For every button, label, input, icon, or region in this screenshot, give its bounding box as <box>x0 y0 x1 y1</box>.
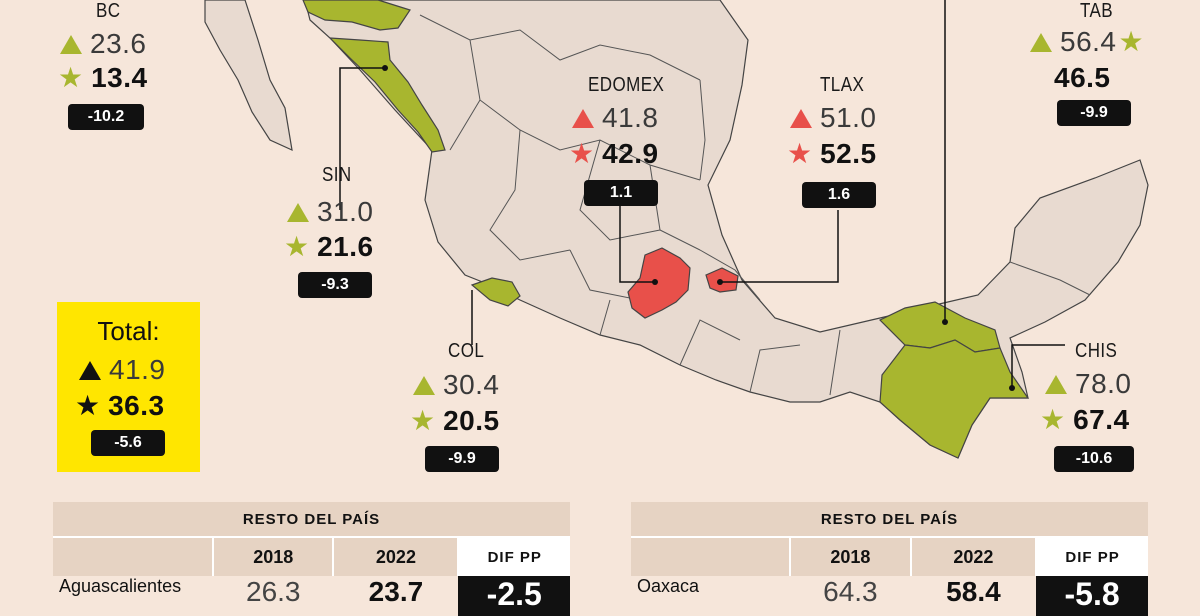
table-row-2018: 64.3 <box>823 576 878 607</box>
total-diff-badge: -5.6 <box>91 430 165 456</box>
table-header-2018: 2018 <box>790 537 912 576</box>
tlax-value-2022: 52.5 <box>820 138 877 169</box>
tlax-2018-row: 51.0 <box>790 102 877 134</box>
triangle-icon <box>287 202 309 222</box>
edomex-value-2018: 41.8 <box>602 102 659 133</box>
state-label-sin: SIN <box>322 164 352 186</box>
sin-2018-row: 31.0 <box>287 196 374 228</box>
col-2022-row: ★ 20.5 <box>410 405 500 437</box>
triangle-icon <box>1045 374 1067 394</box>
table-header-dif: DIF PP <box>458 537 570 576</box>
table-header-2022: 2022 <box>333 537 460 576</box>
rest-table-left: RESTO DEL PAÍS 2018 2022 DIF PP Aguascal… <box>53 502 570 616</box>
total-box: Total: 41.9 ★ 36.3 -5.6 <box>57 302 200 472</box>
star-icon: ★ <box>569 138 595 169</box>
star-icon: ★ <box>58 62 84 93</box>
state-label-tlax: TLAX <box>820 74 865 96</box>
table-row-diff: -5.8 <box>1036 576 1148 616</box>
sin-value-2018: 31.0 <box>317 196 374 227</box>
sin-2022-row: ★ 21.6 <box>284 231 374 263</box>
star-icon: ★ <box>787 138 813 169</box>
rest-table-right: RESTO DEL PAÍS 2018 2022 DIF PP Oaxaca 6… <box>631 502 1148 616</box>
total-2018-row: 41.9 <box>79 354 166 386</box>
table-title: RESTO DEL PAÍS <box>631 502 1148 538</box>
edomex-diff-badge: 1.1 <box>584 180 658 206</box>
star-icon: ★ <box>1040 404 1066 435</box>
bc-2018-row: 23.6 <box>60 28 147 60</box>
tlax-2022-row: ★ 52.5 <box>787 138 877 170</box>
state-label-tab: TAB <box>1080 0 1114 22</box>
table-header-2018: 2018 <box>213 537 335 576</box>
table-row-name: Oaxaca <box>637 576 700 596</box>
state-label-chis: CHIS <box>1075 340 1118 362</box>
star-icon: ★ <box>75 390 101 421</box>
star-icon: ★ <box>410 405 436 436</box>
chis-value-2018: 78.0 <box>1075 368 1132 399</box>
table-row-2018: 26.3 <box>246 576 301 607</box>
bc-2022-row: ★ 13.4 <box>58 62 148 94</box>
mexico-map <box>204 0 1149 459</box>
leader-lines <box>339 0 1065 388</box>
state-label-col: COL <box>448 340 485 362</box>
internal-borders <box>419 14 1091 396</box>
sin-diff-badge: -9.3 <box>298 272 372 298</box>
star-icon: ★ <box>1118 26 1144 57</box>
tab-value-2018: 56.4 <box>1060 26 1117 57</box>
table-row-diff: -2.5 <box>458 576 570 616</box>
table-title: RESTO DEL PAÍS <box>53 502 570 538</box>
triangle-icon <box>79 360 101 380</box>
chis-diff-badge: -10.6 <box>1054 446 1134 472</box>
baja-peninsula <box>204 0 293 152</box>
tab-2022-row: 46.5 <box>1054 62 1111 94</box>
total-value-2022: 36.3 <box>108 390 165 421</box>
col-diff-badge: -9.9 <box>425 446 499 472</box>
chis-2018-row: 78.0 <box>1045 368 1132 400</box>
tab-value-2022: 46.5 <box>1054 62 1111 93</box>
total-value-2018: 41.9 <box>109 354 166 385</box>
tlax-diff-badge: 1.6 <box>802 182 876 208</box>
star-icon: ★ <box>284 231 310 262</box>
bc-value-2022: 13.4 <box>91 62 148 93</box>
bc-state <box>302 0 411 31</box>
state-label-edomex: EDOMEX <box>588 74 665 96</box>
table-header-2022: 2022 <box>910 537 1038 576</box>
triangle-icon <box>60 34 82 54</box>
triangle-icon <box>413 375 435 395</box>
tab-2018-row: 56.4 ★ <box>1030 26 1144 58</box>
edomex-2022-row: ★ 42.9 <box>569 138 659 170</box>
tab-diff-badge: -9.9 <box>1057 100 1131 126</box>
col-2018-row: 30.4 <box>413 369 500 401</box>
total-2022-row: ★ 36.3 <box>75 390 165 422</box>
col-value-2022: 20.5 <box>443 405 500 436</box>
triangle-icon <box>572 108 594 128</box>
sin-state <box>328 37 446 153</box>
edomex-2018-row: 41.8 <box>572 102 659 134</box>
sin-value-2022: 21.6 <box>317 231 374 262</box>
edomex-value-2022: 42.9 <box>602 138 659 169</box>
table-row-2022: 23.7 <box>368 576 424 607</box>
leader-dots <box>382 65 1015 391</box>
chis-value-2022: 67.4 <box>1073 404 1130 435</box>
table-row-2022: 58.4 <box>946 576 1001 607</box>
bc-diff-badge: -10.2 <box>68 104 144 130</box>
tlax-value-2018: 51.0 <box>820 102 877 133</box>
col-value-2018: 30.4 <box>443 369 500 400</box>
chis-2022-row: ★ 67.4 <box>1040 404 1130 436</box>
chis-state <box>879 339 1030 459</box>
table-header-blank <box>631 537 792 576</box>
total-label: Total: <box>97 316 160 346</box>
bc-value-2018: 23.6 <box>90 28 147 59</box>
table-row-name: Aguascalientes <box>59 576 182 596</box>
triangle-icon <box>1030 32 1052 52</box>
col-state <box>470 277 521 307</box>
table-header-blank <box>53 537 215 576</box>
state-label-bc: BC <box>96 0 121 22</box>
triangle-icon <box>790 108 812 128</box>
edomex-state <box>627 247 691 319</box>
table-header-dif: DIF PP <box>1036 537 1148 576</box>
